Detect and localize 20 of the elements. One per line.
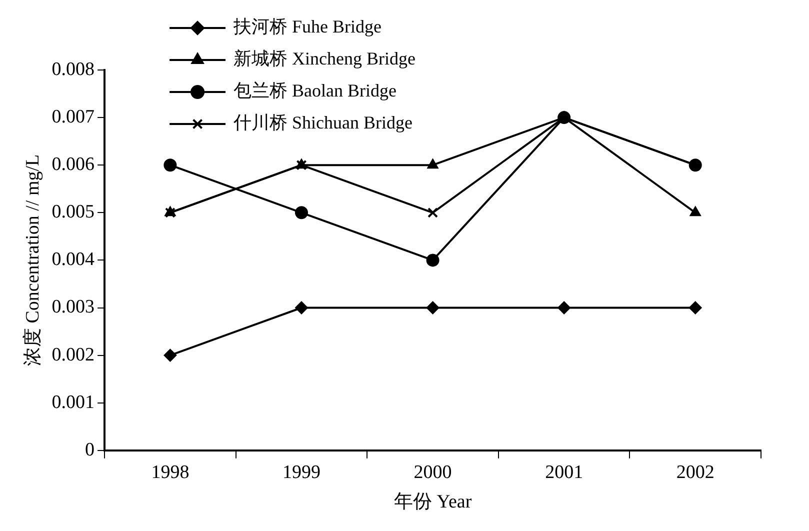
y-tick-label: 0 — [85, 439, 95, 460]
legend-label: 什川桥 Shichuan Bridge — [232, 112, 413, 133]
y-tick-label: 0.006 — [52, 154, 95, 176]
y-tick-label: 0.001 — [52, 392, 95, 413]
y-tick-label: 0.004 — [52, 249, 96, 270]
y-tick-label: 0.007 — [52, 106, 95, 128]
y-tick-label: 0.002 — [52, 344, 95, 366]
x-tick-label: 2001 — [545, 462, 584, 483]
legend-label: 新城桥 Xincheng Bridge — [234, 48, 416, 69]
y-tick-label: 0.005 — [52, 202, 95, 223]
y-tick-label: 0.003 — [52, 296, 95, 318]
legend-label: 扶河桥 Fuhe Bridge — [232, 16, 382, 37]
y-tick-label: 0.008 — [52, 58, 95, 80]
legend-label: 包兰桥 Baolan Bridge — [234, 80, 397, 101]
x-tick-label: 2002 — [676, 462, 714, 483]
y-axis-title: 浓度 Concentration // mg/L — [21, 154, 44, 366]
x-tick-label: 1999 — [282, 462, 320, 483]
x-axis-title: 年份 Year — [394, 492, 472, 513]
x-tick-label: 2000 — [414, 462, 452, 483]
x-tick-label: 1998 — [151, 462, 190, 483]
